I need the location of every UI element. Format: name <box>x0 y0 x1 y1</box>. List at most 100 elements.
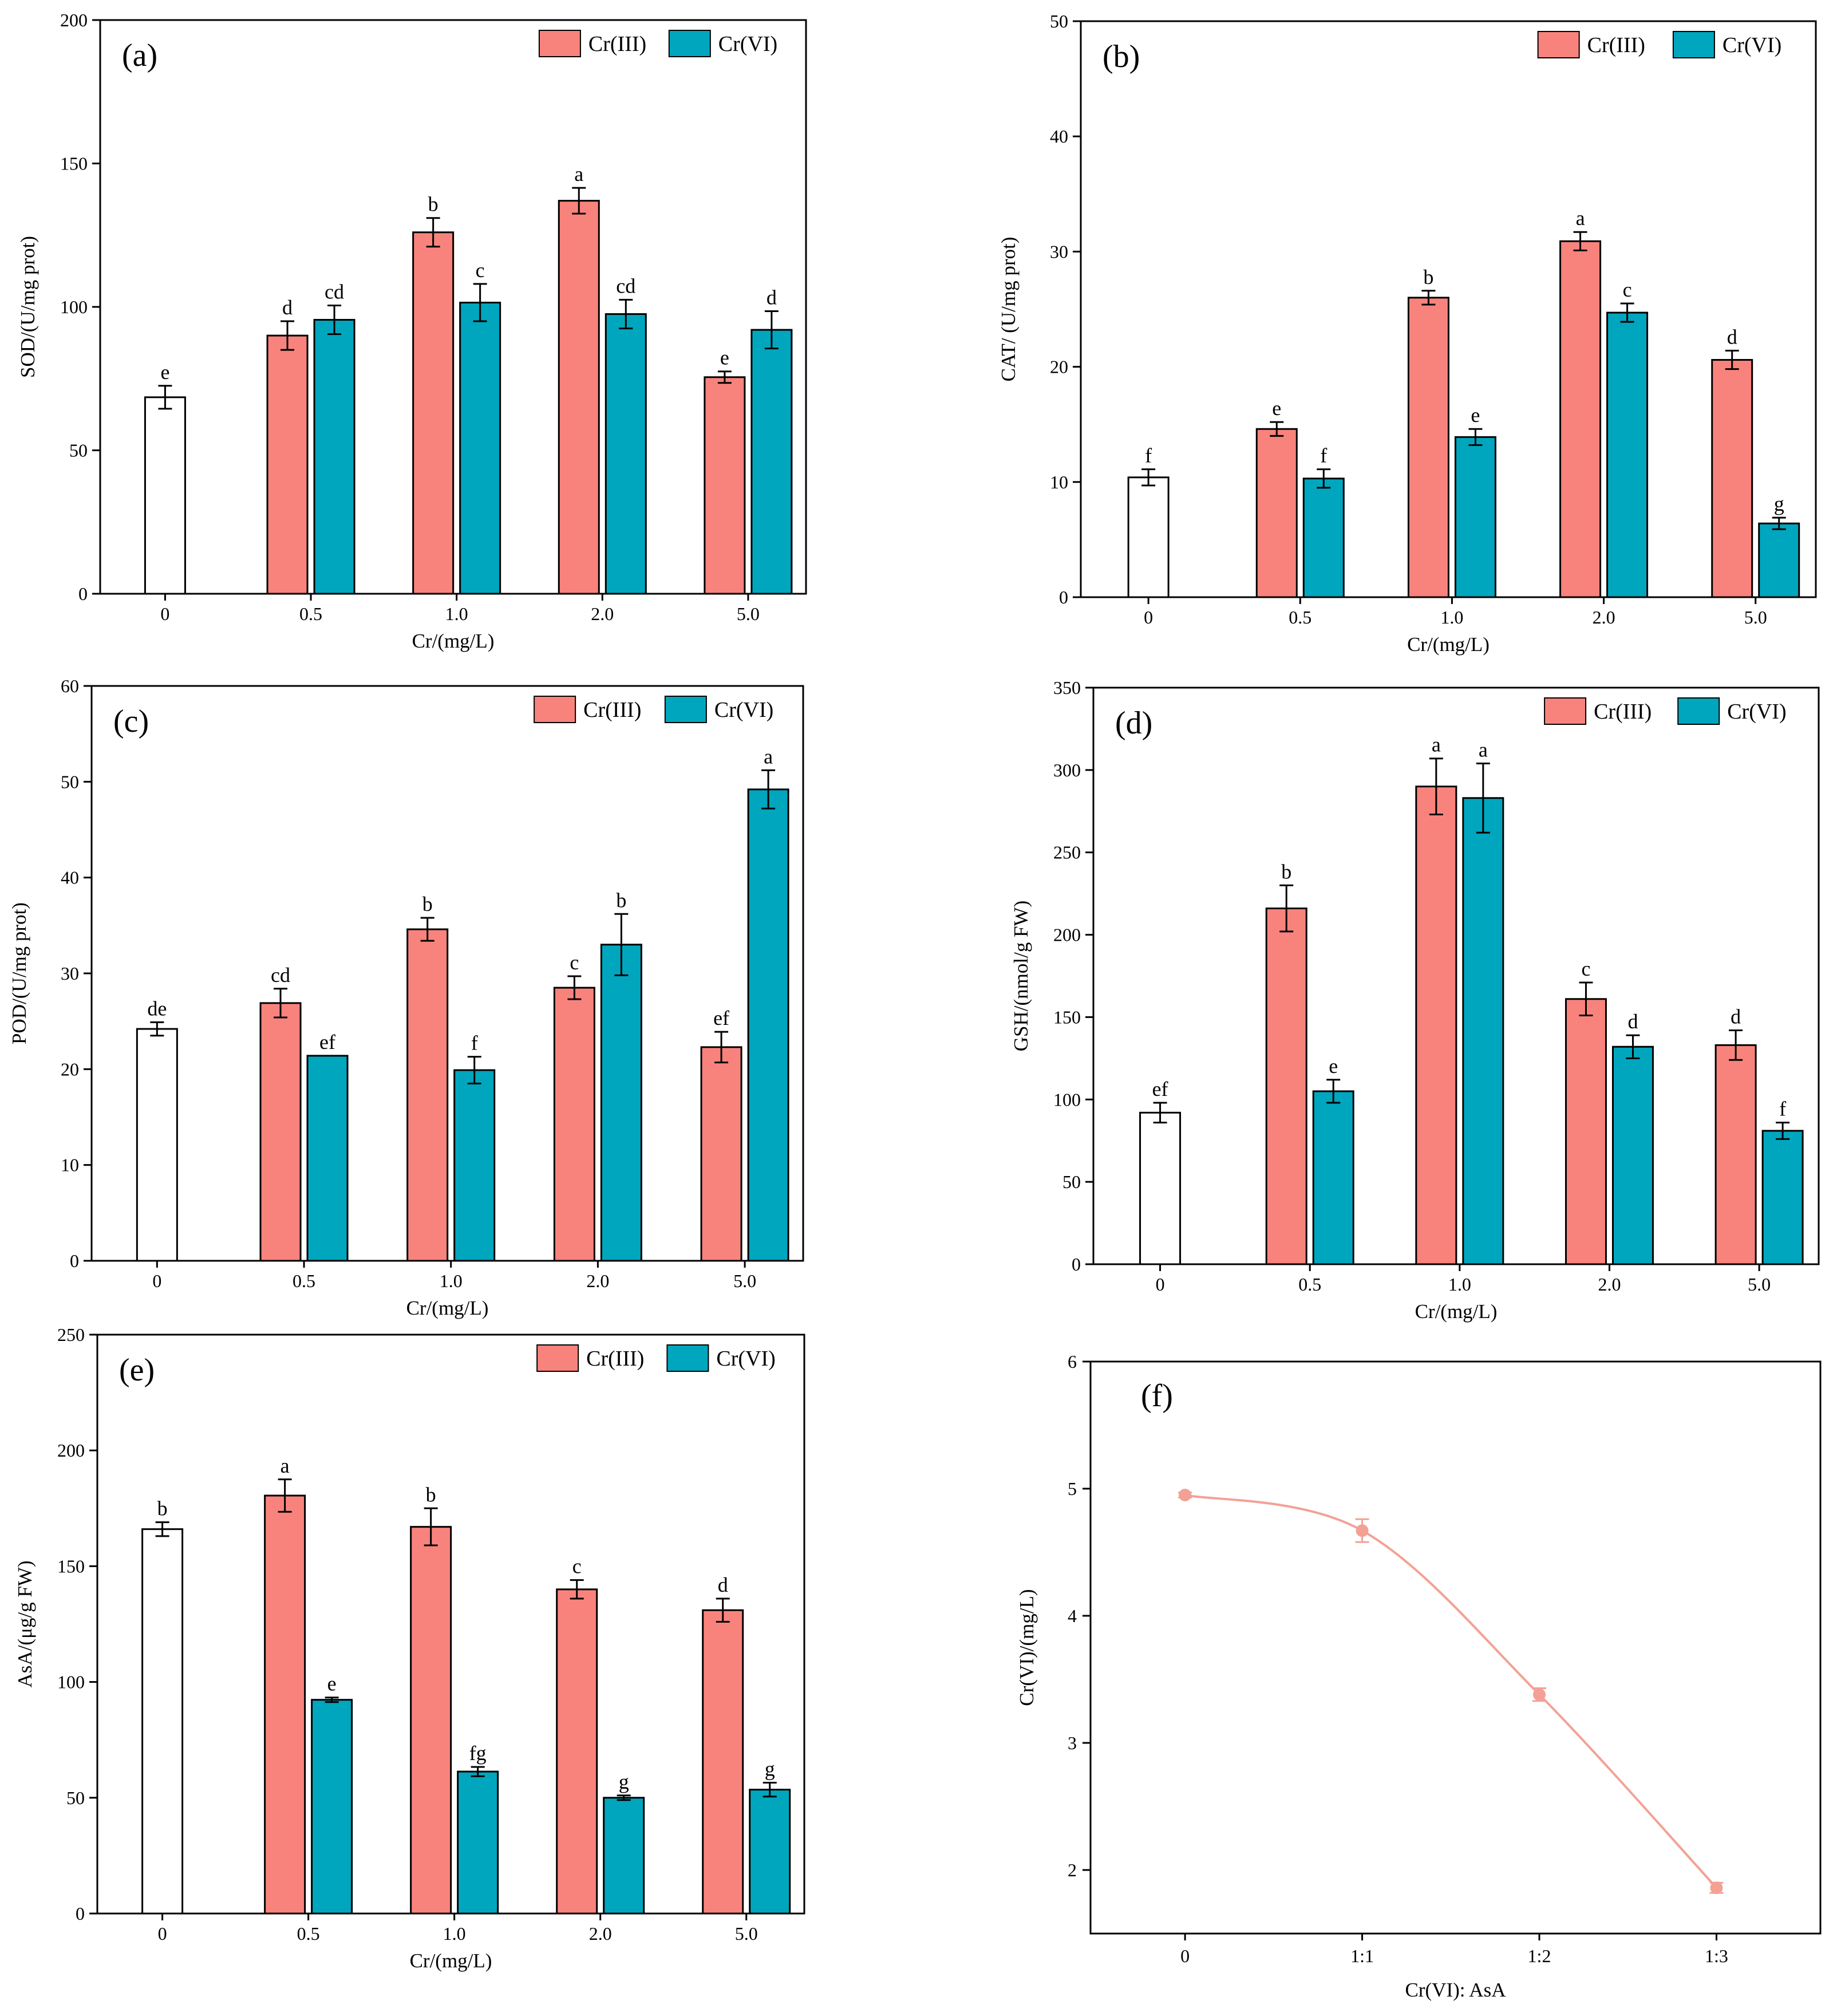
y-tick-label: 60 <box>61 676 79 696</box>
bar-cr6-sig-letter: e <box>1329 1055 1338 1078</box>
bar-cr6-sig-letter: c <box>1623 278 1632 301</box>
bar-cr6 <box>1462 797 1504 1265</box>
bar-cr6-sig-letter: a <box>764 745 773 768</box>
data-point <box>1179 1489 1192 1502</box>
x-tick-label: 0.5 <box>1298 1274 1321 1295</box>
legend-cr6-swatch <box>1672 31 1715 58</box>
y-tick-label: 20 <box>1050 357 1068 377</box>
bar-cr3 <box>410 1526 452 1915</box>
x-tick-label: 0 <box>160 603 169 624</box>
y-tick-label: 350 <box>1053 677 1081 698</box>
bar-cr6 <box>453 1069 496 1262</box>
bar-cr3 <box>700 1046 742 1262</box>
bar-control-sig-letter: b <box>157 1497 168 1520</box>
legend-cr3-label: Cr(III) <box>1587 33 1645 57</box>
x-axis-label: Cr/(mg/L) <box>410 1950 492 1972</box>
bar-cr3 <box>412 231 455 595</box>
bar-control <box>141 1528 184 1915</box>
bar-cr6 <box>600 944 642 1262</box>
legend-cr6-label: Cr(VI) <box>1727 700 1786 724</box>
bar-cr3 <box>264 1494 306 1915</box>
y-axis-label: SOD/(U/mg prot) <box>17 236 39 378</box>
bar-cr3 <box>266 334 309 595</box>
x-tick-label: 1:3 <box>1705 1946 1728 1966</box>
bar-cr3-sig-letter: d <box>282 296 293 319</box>
legend-cr6-swatch <box>1677 697 1720 725</box>
bar-cr6-sig-letter: e <box>327 1672 337 1695</box>
bar-cr3-sig-letter: cd <box>271 964 290 987</box>
y-tick-label: 100 <box>60 297 88 317</box>
bar-cr3 <box>704 376 746 595</box>
bar-control-sig-letter: e <box>160 361 169 384</box>
x-tick-label: 0.5 <box>293 1271 315 1291</box>
bar-cr3-sig-letter: c <box>572 1555 582 1578</box>
x-axis-label: Cr/(mg/L) <box>1415 1300 1498 1323</box>
x-tick-label: 2.0 <box>1598 1274 1621 1295</box>
bar-control-sig-letter: f <box>1145 444 1152 467</box>
panel-label: (f) <box>1141 1378 1173 1414</box>
bar-cr6 <box>457 1770 499 1915</box>
x-tick-label: 0 <box>1156 1274 1165 1295</box>
chart-panel-e: 0 50 100 150 200 250 0 0.5 1.0 2.0 5.0 Cr/(mg/L) AsA… <box>14 1324 805 1972</box>
bar-cr6-sig-letter: d <box>767 286 777 309</box>
chart-panel-b: 0 10 20 30 40 50 0 0.5 1.0 2.0 5.0 Cr/(mg/L) CAT/ (U… <box>997 11 1817 656</box>
legend-cr6-swatch <box>664 696 707 723</box>
bar-cr3-sig-letter: b <box>428 193 438 216</box>
y-tick-label: 200 <box>57 1440 85 1461</box>
bar-cr3 <box>553 987 595 1262</box>
legend-cr3-label: Cr(III) <box>583 698 641 722</box>
chart-panel-d: 0 50 100 150 200 250 300 350 0 0.5 1.0 2.0 5.0 Cr/(mg… <box>1010 677 1820 1323</box>
bar-cr3-sig-letter: e <box>1272 397 1281 420</box>
y-tick-label: 0 <box>78 583 88 604</box>
legend-cr3-swatch <box>1544 697 1587 725</box>
bar-cr3 <box>406 928 449 1262</box>
bar-cr3-sig-letter: b <box>1423 266 1433 289</box>
bar-cr3-sig-letter: d <box>718 1573 728 1596</box>
y-tick-label: 50 <box>66 1788 85 1808</box>
legend-cr6-swatch <box>668 30 711 57</box>
y-tick-label: 150 <box>60 153 88 174</box>
x-axis-label: Cr/(mg/L) <box>412 630 495 652</box>
x-tick-label: 0 <box>1144 607 1153 628</box>
bar-cr6 <box>1454 436 1496 598</box>
legend-cr6-label: Cr(VI) <box>716 1347 775 1371</box>
bar-cr6-sig-letter: cd <box>325 280 344 303</box>
y-tick-label: 30 <box>1050 241 1068 262</box>
bar-control <box>1139 1111 1182 1265</box>
y-tick-label: 200 <box>1053 925 1081 945</box>
bar-control-sig-letter: de <box>147 997 167 1020</box>
y-axis-label: GSH/(nmol/g FW) <box>1010 901 1032 1051</box>
y-tick-label: 250 <box>57 1324 85 1345</box>
y-tick-label: 0 <box>1059 587 1068 607</box>
y-axis-label: Cr(VI)/(mg/L) <box>1016 1589 1038 1706</box>
bar-cr6 <box>311 1699 353 1915</box>
y-tick-label: 40 <box>61 867 79 888</box>
bar-cr6 <box>306 1055 349 1262</box>
bar-cr3 <box>1711 359 1753 598</box>
bar-cr3-sig-letter: b <box>422 893 433 916</box>
y-tick-label: 6 <box>1068 1351 1077 1372</box>
bar-cr3-sig-letter: ef <box>713 1007 729 1029</box>
y-tick-label: 100 <box>1053 1089 1081 1110</box>
y-tick-label: 50 <box>69 440 88 461</box>
x-tick-label: 0 <box>1180 1946 1190 1966</box>
y-tick-label: 100 <box>57 1672 85 1693</box>
bar-cr6-sig-letter: c <box>476 259 485 282</box>
bar-cr3-sig-letter: c <box>1581 957 1590 980</box>
x-tick-label: 5.0 <box>1748 1274 1771 1295</box>
bar-cr6-sig-letter: e <box>1471 404 1480 427</box>
bar-cr3 <box>1265 908 1307 1265</box>
bar-cr6-sig-letter: fg <box>469 1742 487 1765</box>
x-tick-label: 0 <box>158 1923 167 1944</box>
bar-control-sig-letter: ef <box>1152 1078 1168 1100</box>
bar-cr3-sig-letter: a <box>1576 207 1585 230</box>
bar-cr6 <box>750 329 793 595</box>
x-axis-label: Cr/(mg/L) <box>406 1297 489 1319</box>
bar-cr3-sig-letter: e <box>720 346 729 369</box>
y-tick-label: 250 <box>1053 842 1081 863</box>
y-tick-label: 200 <box>60 10 88 30</box>
bar-cr6-sig-letter: f <box>471 1032 478 1055</box>
bar-cr6-sig-letter: f <box>1320 444 1327 467</box>
x-tick-label: 2.0 <box>591 603 614 624</box>
